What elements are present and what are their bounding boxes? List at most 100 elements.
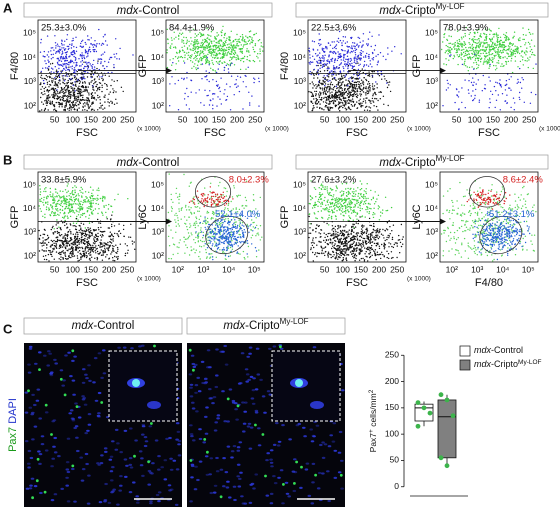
event-dot	[366, 53, 367, 54]
event-dot	[528, 59, 529, 60]
event-dot	[341, 88, 342, 89]
event-dot	[318, 43, 319, 44]
event-dot	[80, 99, 81, 100]
event-dot	[82, 208, 83, 209]
event-dot	[97, 233, 98, 234]
event-dot	[114, 225, 115, 226]
event-dot	[519, 99, 520, 100]
event-dot	[63, 91, 64, 92]
event-dot	[87, 76, 88, 77]
event-dot	[96, 99, 97, 100]
event-dot	[191, 232, 192, 233]
event-dot	[207, 197, 208, 198]
event-dot	[256, 256, 257, 257]
event-dot	[524, 52, 525, 53]
event-dot	[186, 41, 187, 42]
event-dot	[244, 258, 245, 259]
event-dot	[208, 35, 209, 36]
event-dot	[232, 47, 233, 48]
event-dot	[111, 206, 112, 207]
event-dot	[216, 105, 217, 106]
event-dot	[104, 197, 105, 198]
event-dot	[59, 254, 60, 255]
event-dot	[102, 109, 103, 110]
event-dot	[77, 219, 78, 220]
event-dot	[52, 103, 53, 104]
event-dot	[504, 45, 505, 46]
event-dot	[86, 234, 87, 235]
event-dot	[114, 260, 115, 261]
event-dot	[98, 222, 99, 223]
event-dot	[57, 86, 58, 87]
event-dot	[211, 199, 212, 200]
event-dot	[102, 200, 103, 201]
event-dot	[65, 60, 66, 61]
event-dot	[333, 51, 334, 52]
event-dot	[194, 63, 195, 64]
event-dot	[81, 230, 82, 231]
event-dot	[372, 75, 373, 76]
event-dot	[80, 61, 81, 62]
x-tick-label: 100	[66, 114, 80, 124]
event-dot	[43, 199, 44, 200]
event-dot	[82, 189, 83, 190]
event-dot	[102, 198, 103, 199]
event-dot	[67, 227, 68, 228]
event-dot	[47, 90, 48, 91]
event-dot	[50, 196, 51, 197]
event-dot	[57, 214, 58, 215]
event-dot	[346, 91, 347, 92]
event-dot	[57, 44, 58, 45]
event-dot	[204, 187, 205, 188]
event-dot	[167, 43, 168, 44]
event-dot	[206, 70, 207, 71]
event-dot	[359, 93, 360, 94]
event-dot	[94, 49, 95, 50]
event-dot	[95, 45, 96, 46]
event-dot	[520, 82, 521, 83]
event-dot	[130, 237, 131, 238]
event-dot	[347, 66, 348, 67]
event-dot	[85, 227, 86, 228]
event-dot	[70, 240, 71, 241]
event-dot	[461, 102, 462, 103]
event-dot	[88, 92, 89, 93]
event-dot	[86, 257, 87, 258]
event-dot	[80, 201, 81, 202]
event-dot	[484, 39, 485, 40]
event-dot	[100, 59, 101, 60]
event-dot	[75, 246, 76, 247]
event-dot	[338, 104, 339, 105]
y-tick-label: 10⁴	[23, 203, 36, 213]
event-dot	[44, 93, 45, 94]
event-dot	[343, 68, 344, 69]
event-dot	[217, 62, 218, 63]
event-dot	[331, 70, 332, 71]
event-dot	[199, 246, 200, 247]
event-dot	[332, 58, 333, 59]
event-dot	[515, 49, 516, 50]
event-dot	[220, 225, 221, 226]
event-dot	[241, 58, 242, 59]
event-dot	[232, 41, 233, 42]
event-dot	[475, 48, 476, 49]
event-dot	[42, 94, 43, 95]
event-dot	[92, 213, 93, 214]
event-dot	[313, 107, 314, 108]
event-dot	[334, 62, 335, 63]
event-dot	[62, 196, 63, 197]
event-dot	[92, 64, 93, 65]
event-dot	[491, 44, 492, 45]
event-dot	[335, 92, 336, 93]
event-dot	[69, 75, 70, 76]
event-dot	[69, 244, 70, 245]
event-dot	[258, 40, 259, 41]
event-dot	[190, 80, 191, 81]
event-dot	[322, 50, 323, 51]
event-dot	[181, 56, 182, 57]
event-dot	[232, 46, 233, 47]
event-dot	[81, 41, 82, 42]
event-dot	[520, 61, 521, 62]
event-dot	[356, 49, 357, 50]
event-dot	[355, 63, 356, 64]
